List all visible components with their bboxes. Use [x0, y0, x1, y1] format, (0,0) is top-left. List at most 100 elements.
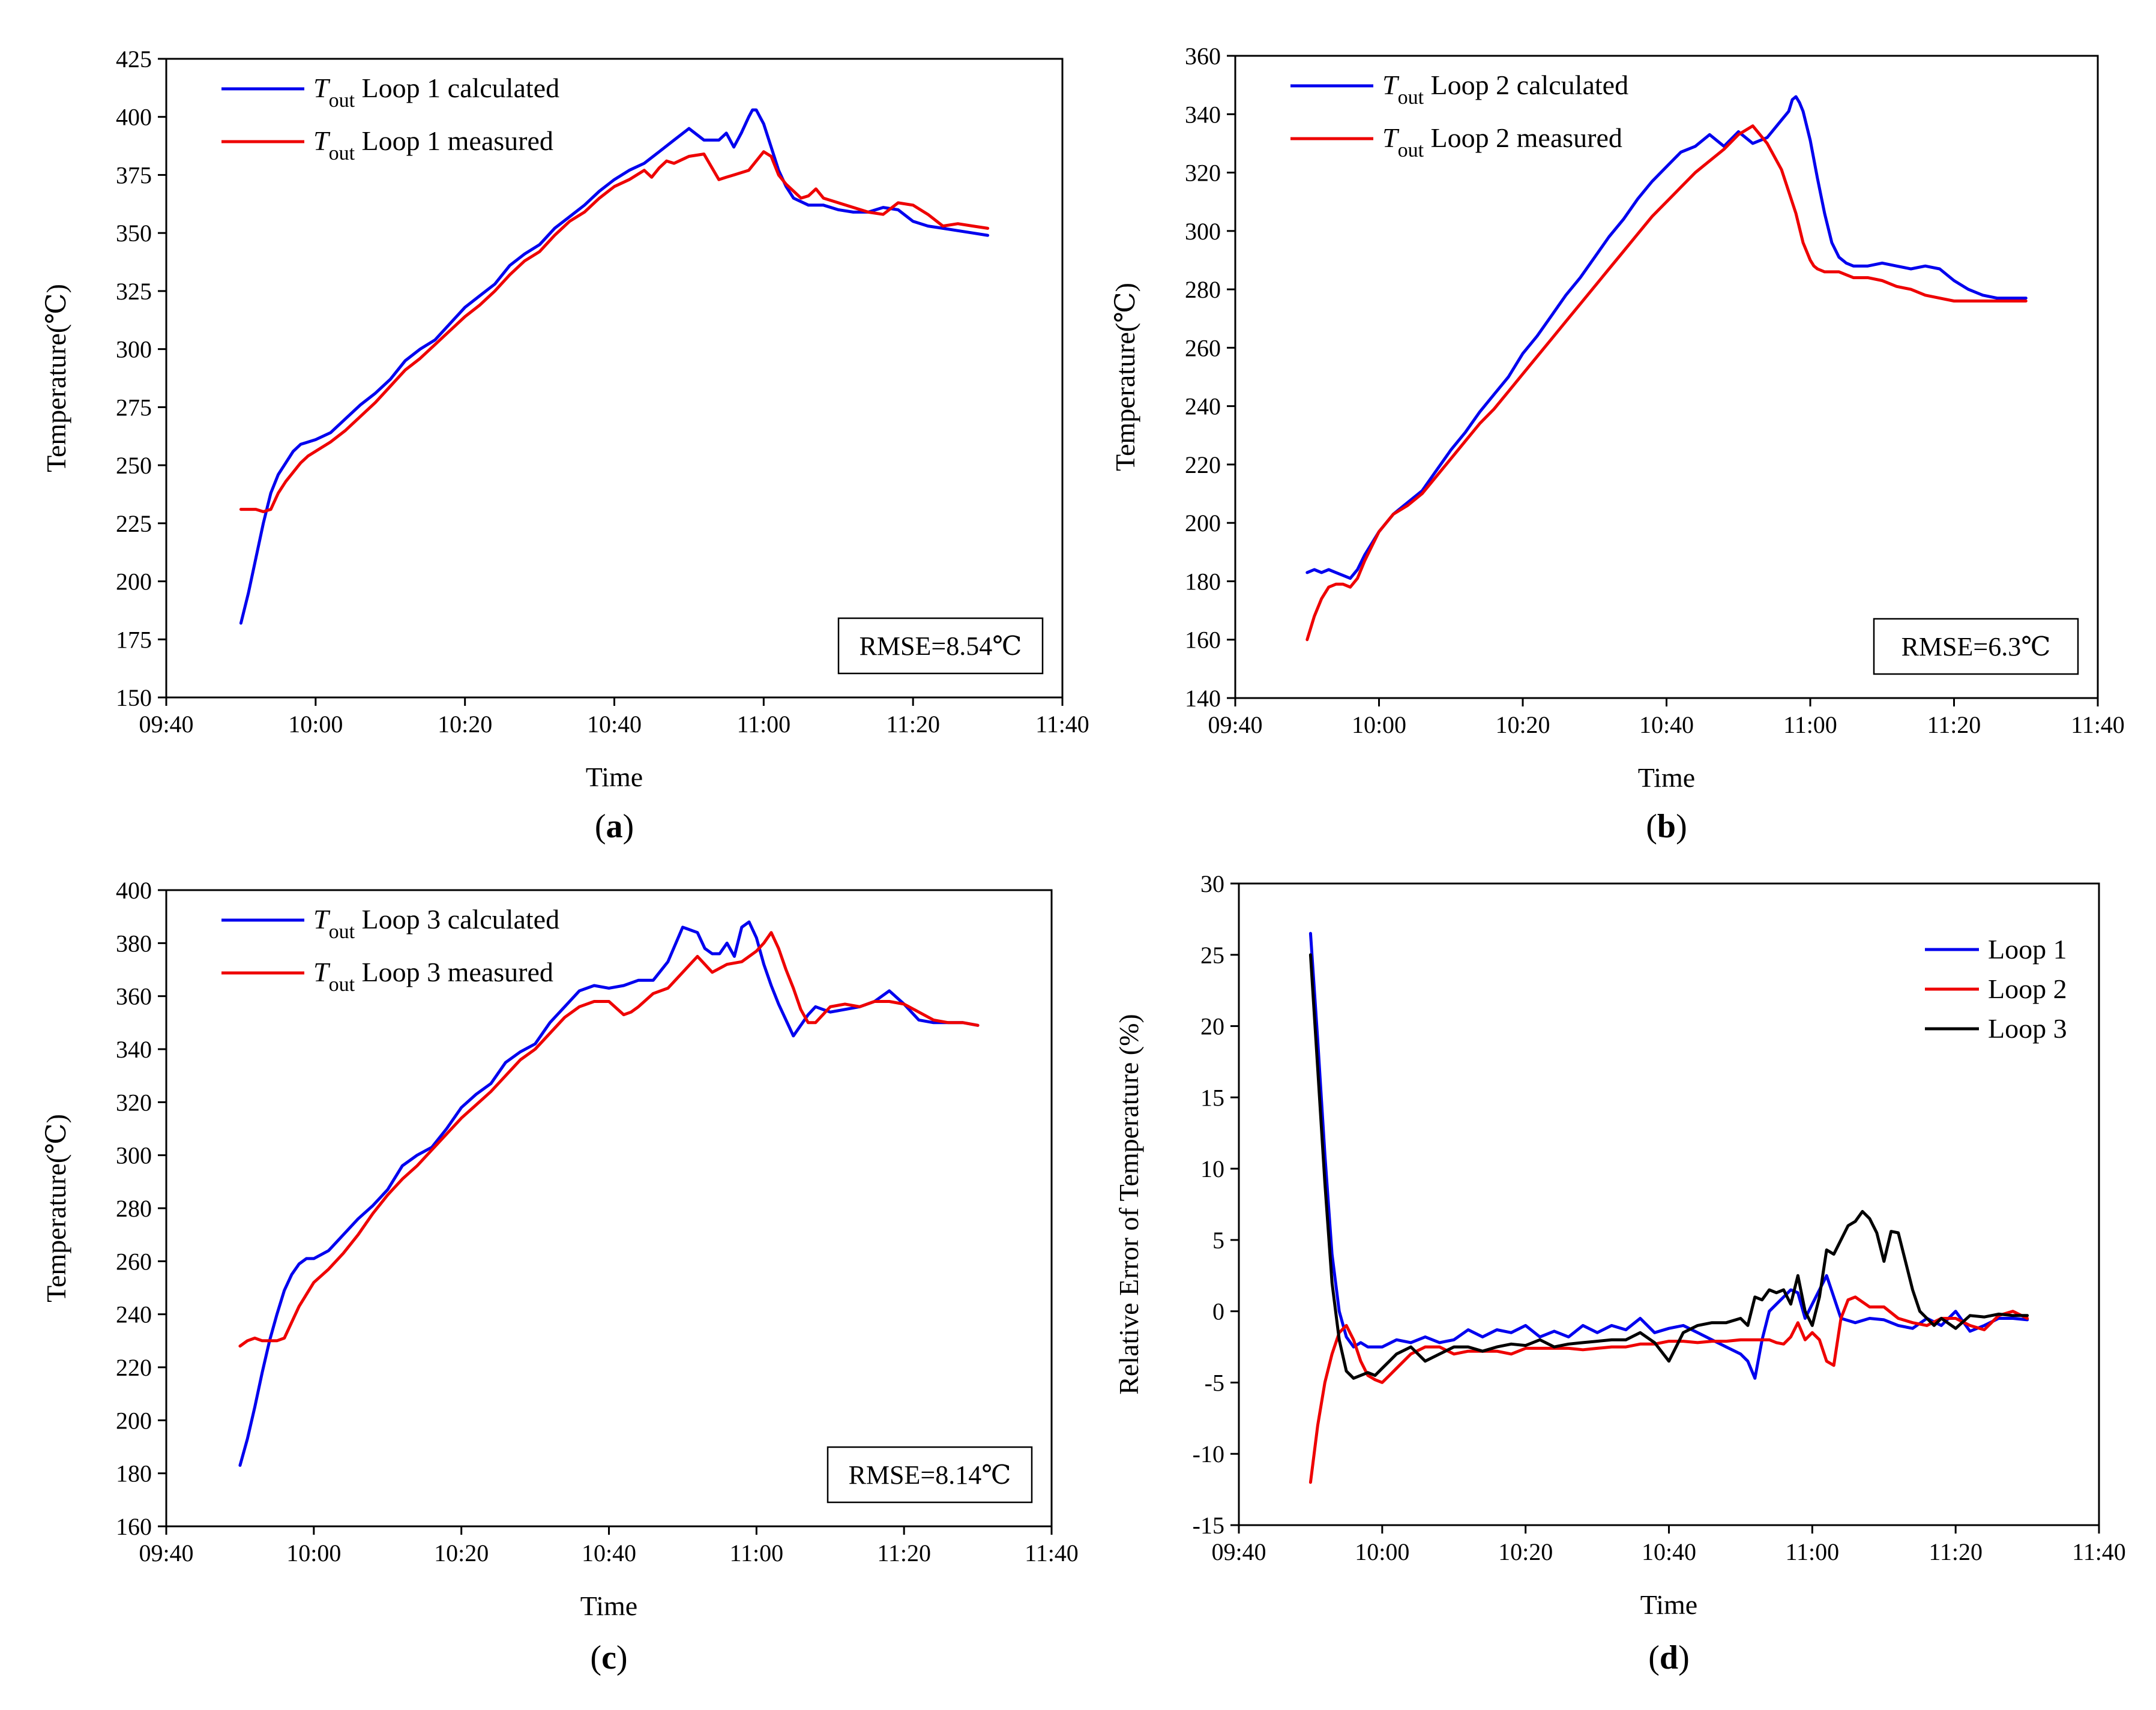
x-tick-label: 10:40 — [1639, 711, 1694, 738]
series-line — [239, 150, 990, 513]
y-tick-label: 200 — [116, 1407, 152, 1434]
y-tick-label: 200 — [116, 568, 152, 595]
x-tick-label: 11:00 — [1783, 711, 1837, 738]
rmse-box — [1873, 618, 2079, 675]
y-tick-label: 25 — [1200, 942, 1224, 969]
y-tick-label: -5 — [1205, 1369, 1224, 1396]
rmse-box — [837, 617, 1044, 675]
x-tick-label: 10:40 — [587, 711, 642, 738]
panel-caption: (a) — [595, 808, 634, 845]
y-tick-label: 160 — [1185, 627, 1221, 654]
legend-label: Tout Loop 1 measured — [313, 125, 553, 164]
x-tick-label: 10:00 — [1352, 711, 1406, 738]
y-tick-label: 325 — [116, 278, 152, 305]
y-tick-label: 280 — [116, 1195, 152, 1222]
x-tick-label: 09:40 — [139, 1540, 193, 1567]
y-tick-label: 320 — [1185, 160, 1221, 187]
x-axis-title: Time — [586, 762, 643, 792]
x-axis-title: Time — [1638, 762, 1695, 793]
x-tick-label: 10:20 — [1498, 1538, 1553, 1565]
panel-d: 09:40 10:00 10:20 10:40 11:00 11:20 11:40 -15 -1… — [1113, 870, 2126, 1676]
y-tick-label: -15 — [1193, 1512, 1224, 1539]
y-axis-title: Temperature(℃) — [1110, 283, 1140, 471]
y-tick-label: 200 — [1185, 510, 1221, 537]
series-line — [1308, 1295, 2029, 1484]
legend-label: Tout Loop 3 calculated — [313, 904, 559, 943]
x-tick-label: 10:20 — [1495, 711, 1550, 738]
panel-caption: (b) — [1646, 808, 1687, 845]
y-tick-label: 280 — [1185, 276, 1221, 303]
y-tick-label: 0 — [1212, 1298, 1224, 1325]
y-tick-label: 240 — [116, 1301, 152, 1328]
panel-b: 09:40 10:00 10:20 10:40 11:00 11:20 11:40 140 16… — [1110, 43, 2125, 845]
legend-label: Loop 2 — [1988, 974, 2067, 1004]
x-tick-label: 11:20 — [1927, 711, 1981, 738]
y-tick-label: 375 — [116, 161, 152, 188]
x-tick-label: 10:40 — [582, 1540, 636, 1567]
y-tick-label: 350 — [116, 220, 152, 247]
series-line — [238, 931, 980, 1348]
legend-label: Tout Loop 2 calculated — [1382, 70, 1628, 109]
y-tick-label: 400 — [116, 877, 152, 904]
y-tick-label: 160 — [116, 1513, 152, 1540]
y-tick-label: 300 — [116, 336, 152, 363]
y-axis-title: Temperature(℃) — [41, 1114, 71, 1302]
y-tick-label: 240 — [1185, 393, 1221, 420]
x-tick-label: 11:00 — [730, 1540, 784, 1567]
legend-label: Loop 1 — [1988, 934, 2067, 965]
x-tick-label: 11:40 — [1035, 711, 1089, 738]
y-tick-label: 260 — [116, 1248, 152, 1275]
rmse-box — [827, 1446, 1033, 1504]
panel-c: 09:40 10:00 10:20 10:40 11:00 11:20 11:40 160 18… — [41, 877, 1079, 1676]
y-tick-label: 275 — [116, 394, 152, 421]
y-tick-label: 180 — [116, 1460, 152, 1487]
x-tick-label: 09:40 — [139, 711, 193, 738]
y-tick-label: 260 — [1185, 334, 1221, 361]
y-tick-label: 425 — [116, 46, 152, 73]
x-tick-label: 10:00 — [1355, 1538, 1409, 1565]
y-axis-title: Relative Error of Temperature (%) — [1113, 1014, 1144, 1395]
y-tick-label: 360 — [1185, 43, 1221, 70]
x-tick-label: 11:20 — [877, 1540, 931, 1567]
y-tick-label: 340 — [116, 1036, 152, 1063]
y-tick-label: 380 — [116, 930, 152, 957]
x-tick-label: 11:40 — [2071, 711, 2125, 738]
y-tick-label: 320 — [116, 1089, 152, 1116]
x-tick-label: 11:00 — [1786, 1538, 1840, 1565]
y-tick-label: 180 — [1185, 568, 1221, 595]
y-tick-label: 15 — [1200, 1084, 1224, 1111]
series-line — [1308, 953, 2029, 1380]
legend-label: Tout Loop 1 calculated — [313, 73, 559, 112]
x-tick-label: 11:20 — [1929, 1538, 1983, 1565]
x-tick-label: 10:40 — [1642, 1538, 1696, 1565]
series-line — [239, 108, 990, 625]
y-tick-label: 250 — [116, 452, 152, 479]
y-tick-label: 30 — [1200, 870, 1224, 897]
x-tick-label: 11:20 — [886, 711, 940, 738]
x-tick-label: 11:00 — [737, 711, 791, 738]
x-axis-title: Time — [1640, 1589, 1697, 1620]
x-tick-label: 10:00 — [286, 1540, 341, 1567]
y-axis-title: Temperature(℃) — [41, 284, 71, 472]
rmse-label: RMSE=6.3℃ — [1902, 632, 2051, 661]
panel-caption: (d) — [1648, 1639, 1689, 1676]
legend-label: Loop 3 — [1988, 1013, 2067, 1044]
x-axis-title: Time — [580, 1591, 637, 1621]
y-tick-label: 340 — [1185, 101, 1221, 128]
y-tick-label: 220 — [1185, 451, 1221, 478]
x-tick-label: 10:00 — [288, 711, 343, 738]
x-tick-label: 11:40 — [2072, 1538, 2126, 1565]
y-tick-label: 20 — [1200, 1013, 1224, 1040]
y-tick-label: 5 — [1212, 1227, 1224, 1254]
rmse-label: RMSE=8.14℃ — [849, 1460, 1011, 1490]
y-tick-label: 300 — [116, 1142, 152, 1169]
x-tick-label: 09:40 — [1211, 1538, 1266, 1565]
y-tick-label: 175 — [116, 626, 152, 653]
y-tick-label: 360 — [116, 983, 152, 1010]
series-line — [1305, 124, 2028, 642]
rmse-label: RMSE=8.54℃ — [860, 631, 1022, 661]
y-tick-label: 150 — [116, 684, 152, 711]
y-tick-label: 225 — [116, 510, 152, 537]
y-tick-label: 400 — [116, 104, 152, 131]
